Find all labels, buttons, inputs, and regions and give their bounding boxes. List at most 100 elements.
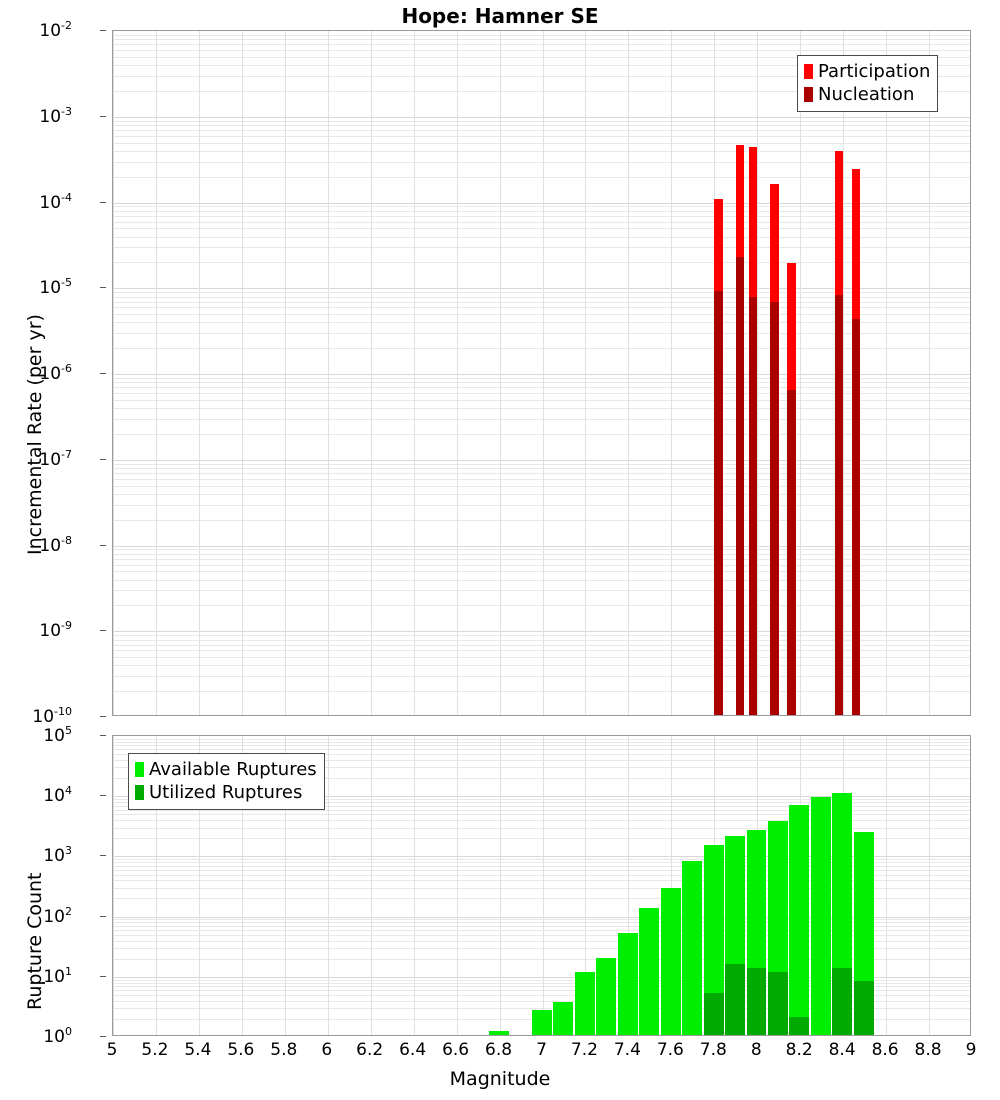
x-axis-tick-label: 7.4 xyxy=(613,1040,641,1060)
legend-label-available-ruptures: Available Ruptures xyxy=(149,758,317,780)
nucleation-bar-segment xyxy=(770,302,779,715)
utilized-ruptures-segment xyxy=(832,967,853,1035)
available-ruptures-segment xyxy=(789,805,810,1035)
gridline xyxy=(113,333,970,335)
gridline-vertical xyxy=(542,736,544,1035)
available-ruptures-segment xyxy=(703,844,724,1035)
y-axis-tick-label: 100 xyxy=(43,1025,72,1047)
x-axis-tick-label: 5.2 xyxy=(141,1040,169,1060)
gridline-vertical xyxy=(155,31,157,715)
y-axis-tick-label: 10-2 xyxy=(39,19,72,41)
utilized-ruptures-segment xyxy=(767,972,788,1035)
y-axis-tick-label: 10-4 xyxy=(39,190,72,213)
gridline xyxy=(113,1008,970,1010)
gridline xyxy=(113,493,970,495)
rupture-count-bar xyxy=(531,736,552,1035)
rate-bar xyxy=(770,31,779,715)
gridline-vertical xyxy=(671,31,673,715)
gridline xyxy=(113,990,970,992)
gridline xyxy=(113,504,970,506)
x-axis-tick-label: 5.8 xyxy=(270,1040,298,1060)
gridline-vertical xyxy=(929,31,931,715)
gridline xyxy=(113,44,970,46)
gridline xyxy=(113,549,970,551)
y-axis-tick-label: 101 xyxy=(43,964,72,987)
gridline xyxy=(113,767,970,769)
available-ruptures-segment xyxy=(660,887,681,1035)
legend-item-participation: Participation xyxy=(804,60,930,83)
gridline-vertical xyxy=(284,736,286,1035)
x-axis-tick-label: 8 xyxy=(750,1040,762,1060)
legend-item-utilized-ruptures: Utilized Ruptures xyxy=(135,781,317,804)
y-axis-tick-label: 104 xyxy=(43,784,72,807)
gridline xyxy=(113,459,970,461)
y-axis-tickmark xyxy=(100,1036,106,1037)
gridline xyxy=(113,236,970,238)
gridline xyxy=(113,288,970,290)
x-axis-tick-label: 5 xyxy=(106,1040,118,1060)
legend-swatch-available-ruptures xyxy=(135,762,144,777)
gridline xyxy=(113,206,970,208)
legend-item-available-ruptures: Available Ruptures xyxy=(135,758,317,781)
gridline xyxy=(113,676,970,678)
x-axis-tick-label: 7.6 xyxy=(656,1040,684,1060)
gridline xyxy=(113,919,970,921)
gridline xyxy=(113,558,970,560)
legend-label-nucleation: Nucleation xyxy=(818,83,915,105)
gridline-vertical xyxy=(585,31,587,715)
gridline xyxy=(113,463,970,465)
legend-swatch-nucleation xyxy=(804,87,813,102)
gridline xyxy=(113,571,970,573)
gridline-vertical xyxy=(413,736,415,1035)
gridline-vertical xyxy=(499,736,501,1035)
gridline xyxy=(113,1000,970,1002)
gridline xyxy=(113,827,970,829)
rupture-count-bar xyxy=(488,736,509,1035)
gridline xyxy=(113,65,970,67)
available-ruptures-segment xyxy=(639,908,660,1035)
gridline-vertical xyxy=(757,31,759,715)
gridline xyxy=(113,639,970,641)
gridline xyxy=(113,869,970,871)
rupture-count-bar xyxy=(725,736,745,1035)
gridline xyxy=(113,838,970,840)
gridline xyxy=(113,374,970,375)
y-axis-tickmark xyxy=(100,544,106,546)
gridline xyxy=(113,631,970,633)
available-ruptures-segment xyxy=(531,1010,552,1035)
gridline xyxy=(113,142,970,144)
nucleation-bar-segment xyxy=(735,256,745,715)
y-axis-tick-label: 10-7 xyxy=(39,447,72,470)
x-axis-tick-label: 8.6 xyxy=(871,1040,899,1060)
x-axis-tick-label: 8.4 xyxy=(828,1040,856,1060)
rupture-count-bar xyxy=(767,736,788,1035)
gridline xyxy=(113,916,970,918)
gridline-vertical xyxy=(628,736,630,1035)
rupture-count-bar xyxy=(703,736,724,1035)
gridline xyxy=(113,301,970,303)
gridline xyxy=(113,579,970,581)
gridline-vertical xyxy=(929,736,931,1035)
gridline xyxy=(113,880,970,882)
gridline xyxy=(113,805,970,807)
gridline xyxy=(113,473,970,475)
gridline-vertical xyxy=(113,31,114,715)
gridline xyxy=(113,433,970,435)
available-ruptures-segment xyxy=(553,1001,574,1035)
gridline xyxy=(113,348,970,350)
utilized-ruptures-segment xyxy=(725,964,745,1035)
rate-bar xyxy=(834,31,844,715)
gridline xyxy=(113,116,970,118)
gridline-vertical xyxy=(327,31,329,715)
available-ruptures-segment xyxy=(617,932,638,1035)
gridline xyxy=(113,925,970,927)
gridline xyxy=(113,130,970,132)
available-ruptures-segment xyxy=(574,972,595,1035)
rate-bar xyxy=(748,31,758,715)
gridline xyxy=(113,382,970,384)
y-axis-tick-label: 10-8 xyxy=(39,533,72,556)
x-axis-tick-label: 6.4 xyxy=(399,1040,427,1060)
y-axis-tick-label: 103 xyxy=(43,844,72,867)
gridline xyxy=(113,940,970,942)
gridline xyxy=(113,468,970,470)
